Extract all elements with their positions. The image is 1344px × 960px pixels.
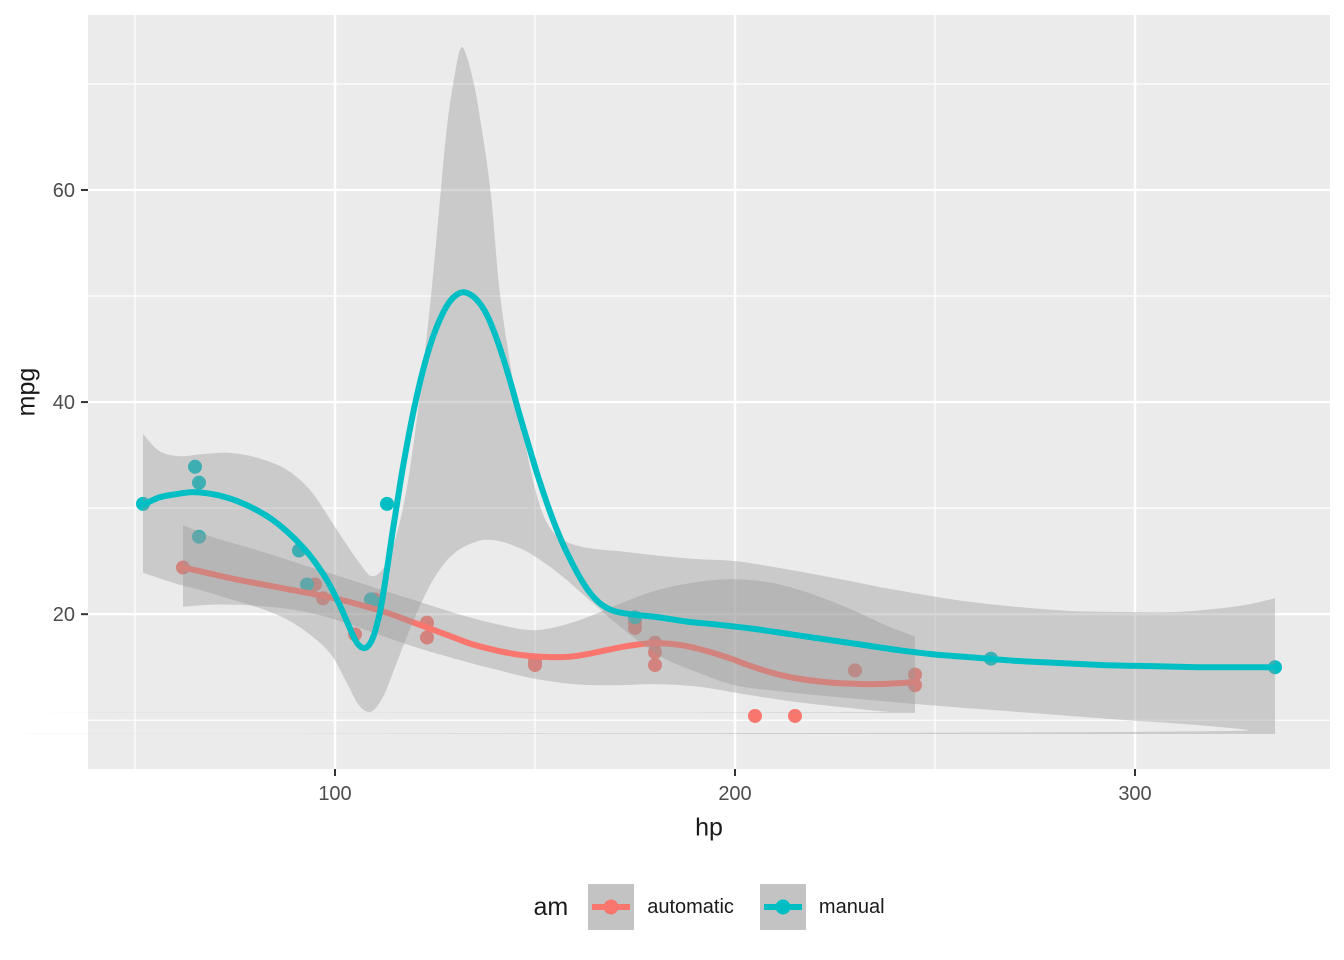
data-point-manual [380, 496, 394, 511]
x-tick-label: 100 [318, 783, 351, 805]
data-point-manual [192, 475, 206, 490]
y-tick-label: 20 [53, 604, 75, 626]
data-point-manual [364, 592, 378, 607]
data-point-automatic [528, 658, 542, 673]
y-axis-title: mpg [12, 367, 41, 417]
data-point-automatic [788, 708, 802, 723]
x-axis-title: hp [695, 813, 723, 842]
data-point-manual [188, 459, 202, 474]
confidence-ribbon-automatic [0, 525, 915, 713]
legend-key-manual [759, 884, 806, 930]
legend-label-automatic: automatic [647, 895, 734, 918]
plot-panel [88, 15, 1330, 769]
legend-key-point [603, 899, 619, 915]
legend-title: am [533, 892, 569, 921]
x-tick-label: 300 [1118, 783, 1151, 805]
data-point-automatic [908, 667, 922, 682]
legend-key-point [775, 899, 791, 915]
data-point-automatic [848, 663, 862, 678]
data-point-automatic [648, 658, 662, 673]
y-tick-label: 60 [53, 180, 75, 202]
legend-label-manual: manual [818, 895, 885, 918]
data-point-manual [300, 577, 314, 592]
smooth-line-manual [140, 289, 1278, 671]
legend-key-automatic [588, 884, 635, 930]
y-tick-label: 40 [53, 392, 75, 414]
data-point-automatic [748, 708, 762, 723]
legend-item-automatic: automatic [588, 884, 734, 930]
data-point-automatic [420, 630, 434, 645]
data-point-manual [192, 529, 206, 544]
legend-item-manual: manual [759, 884, 885, 930]
legend: am automatic manual [88, 881, 1330, 933]
x-tick-label: 200 [718, 783, 751, 805]
